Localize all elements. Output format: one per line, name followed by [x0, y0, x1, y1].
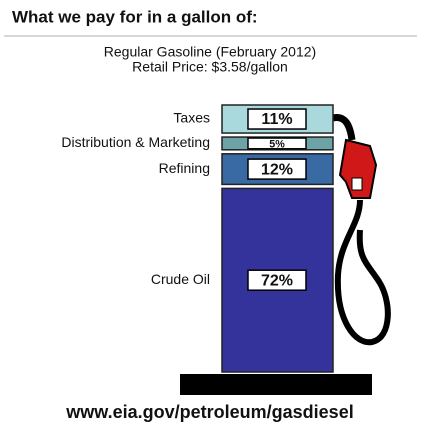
chart: What we pay for in a gallon of: Regular … — [0, 0, 421, 426]
pump-nozzle — [340, 140, 376, 198]
subtitle: Retail Price: $3.58/gallon — [132, 59, 288, 75]
category-label: Taxes — [173, 110, 210, 126]
source: www.eia.gov/petroleum/gasdiesel — [65, 402, 353, 422]
category-label: Crude Oil — [151, 271, 210, 287]
subtitle: Regular Gasoline (February 2012) — [104, 44, 316, 60]
value-label: 72% — [261, 272, 293, 289]
value-label: 11% — [261, 111, 292, 128]
category-label: Refining — [159, 160, 210, 176]
chart-title: What we pay for in a gallon of: — [12, 7, 258, 26]
value-label: 5% — [269, 138, 285, 150]
value-label: 12% — [261, 161, 293, 178]
pump-base — [180, 374, 372, 395]
category-label: Distribution & Marketing — [61, 134, 210, 150]
